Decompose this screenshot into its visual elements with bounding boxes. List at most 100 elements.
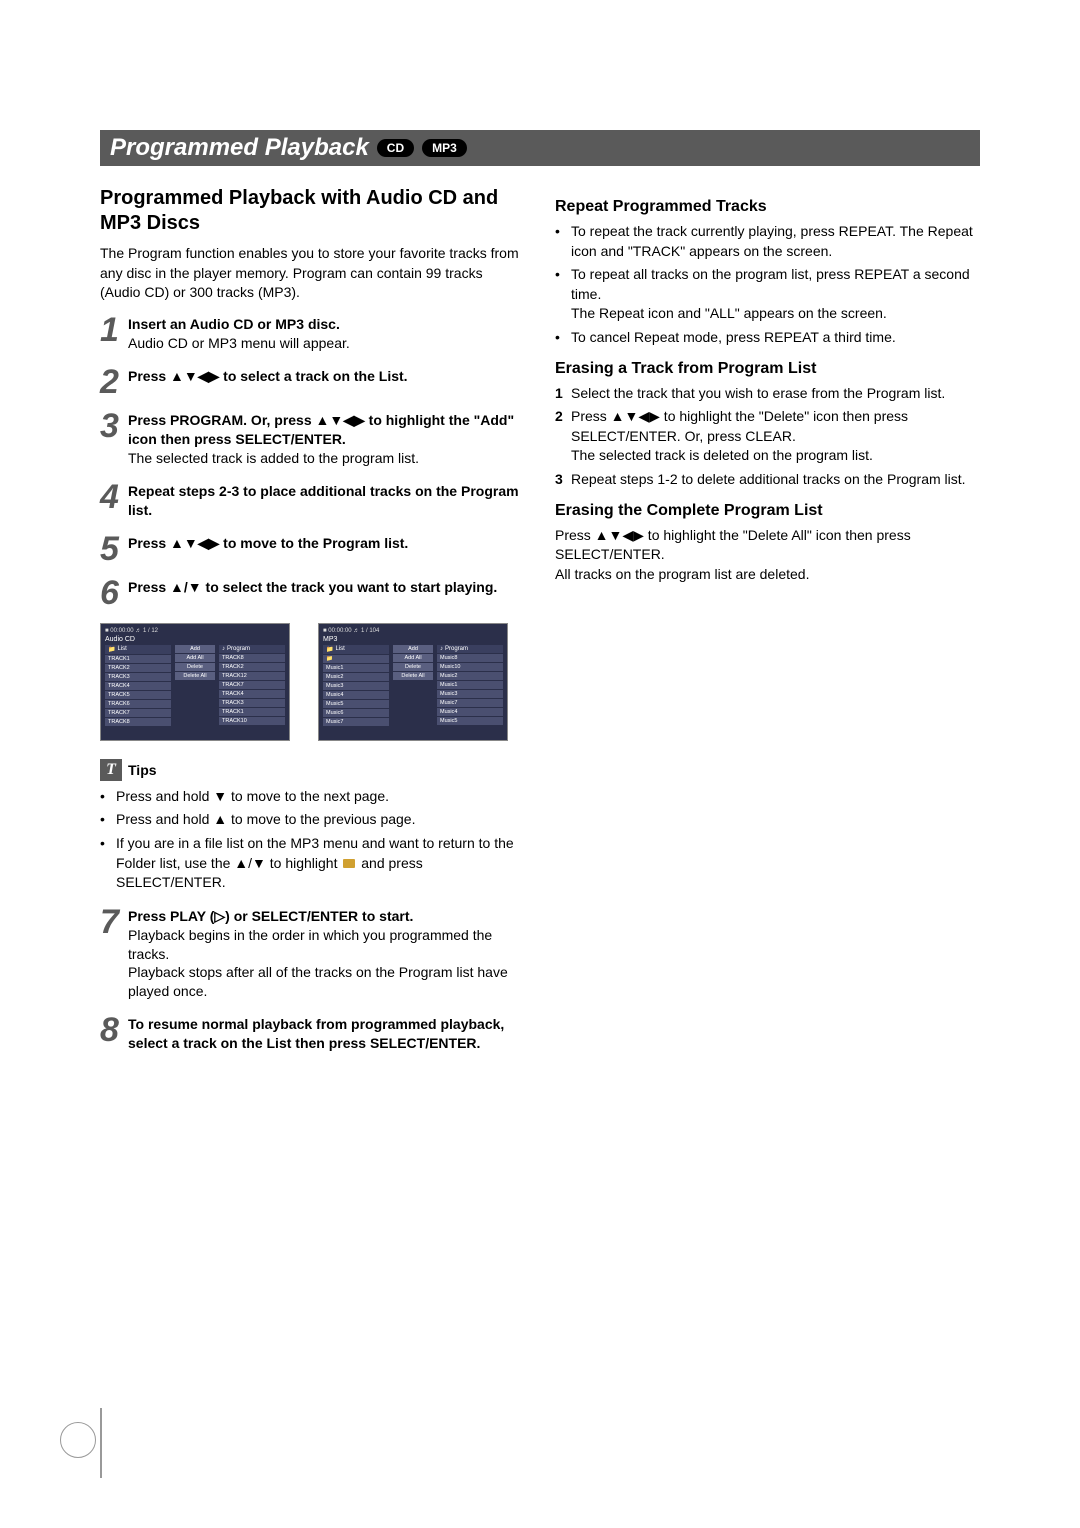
right-column: Repeat Programmed Tracks •To repeat the …: [555, 186, 980, 1067]
step-4: 4 Repeat steps 2-3 to place additional t…: [100, 482, 525, 520]
screen-row: Music4: [437, 708, 503, 716]
step-body: To resume normal playback from programme…: [128, 1015, 525, 1053]
screen-row: TRACK5: [105, 691, 171, 699]
tips-icon: T: [100, 759, 122, 781]
screen-row: TRACK12: [219, 672, 285, 680]
screen-row: TRACK7: [219, 681, 285, 689]
left-column: Programmed Playback with Audio CD and MP…: [100, 186, 525, 1067]
screen-row: TRACK7: [105, 709, 171, 717]
screen-row: TRACK8: [219, 654, 285, 662]
screen-row: Music1: [437, 681, 503, 689]
step-body: Press PROGRAM. Or, press ▲▼◀▶ to highlig…: [128, 411, 525, 468]
repeat-bullets: •To repeat the track currently playing, …: [555, 222, 980, 348]
header-title: Programmed Playback: [110, 134, 369, 162]
page-circle: [60, 1422, 96, 1458]
screen-row: TRACK3: [105, 673, 171, 681]
screen-mid-button: Add: [393, 645, 433, 653]
badge-cd: CD: [377, 139, 414, 157]
screen-mid-button: Add All: [175, 654, 215, 662]
step-body: Press ▲▼◀▶ to move to the Program list.: [128, 534, 525, 553]
screen-row: Music2: [437, 672, 503, 680]
tips-block: T Tips •Press and hold ▼ to move to the …: [100, 759, 525, 893]
screen-row: TRACK3: [219, 699, 285, 707]
screen-mid-button: Delete: [175, 663, 215, 671]
screen-row: Music8: [437, 654, 503, 662]
screen-row: Music6: [323, 709, 389, 717]
step-number: 2: [100, 367, 128, 398]
content-columns: Programmed Playback with Audio CD and MP…: [100, 186, 980, 1067]
tip-item: •Press and hold ▲ to move to the previou…: [100, 810, 525, 830]
screen-row: Music5: [437, 717, 503, 725]
step-number: 7: [100, 907, 128, 938]
left-intro: The Program function enables you to stor…: [100, 244, 525, 303]
screen-row: TRACK2: [219, 663, 285, 671]
screen-mid-button: Add All: [393, 654, 433, 662]
erase-step: 2Press ▲▼◀▶ to highlight the "Delete" ic…: [555, 407, 980, 466]
screen-row: TRACK4: [105, 682, 171, 690]
step-1: 1 Insert an Audio CD or MP3 disc.Audio C…: [100, 315, 525, 353]
step-number: 5: [100, 534, 128, 565]
step-body: Press ▲/▼ to select the track you want t…: [128, 578, 525, 597]
screen-row: Music2: [323, 673, 389, 681]
step-number: 3: [100, 411, 128, 442]
screen2-list: 📁List 📁Music1Music2Music3Music4Music5Mus…: [323, 645, 389, 731]
screen2-sub: MP3: [323, 636, 503, 643]
screen1-sub: Audio CD: [105, 636, 285, 643]
tip-item: •Press and hold ▼ to move to the next pa…: [100, 787, 525, 807]
repeat-bullet: •To cancel Repeat mode, press REPEAT a t…: [555, 328, 980, 348]
erase-all-body: Press ▲▼◀▶ to highlight the "Delete All"…: [555, 526, 980, 585]
repeat-bullet: •To repeat the track currently playing, …: [555, 222, 980, 261]
step-body: Repeat steps 2-3 to place additional tra…: [128, 482, 525, 520]
page-header: Programmed Playback CD MP3: [100, 130, 980, 166]
step-5: 5 Press ▲▼◀▶ to move to the Program list…: [100, 534, 525, 565]
screen-row: Music10: [437, 663, 503, 671]
erase-step: 1Select the track that you wish to erase…: [555, 384, 980, 404]
screen-row: Music3: [323, 682, 389, 690]
screen-diagrams: ■ 00:00:00 ♬ 1 / 12 Audio CD 📁List TRACK…: [100, 623, 525, 741]
step-body: Press ▲▼◀▶ to select a track on the List…: [128, 367, 525, 386]
badge-mp3: MP3: [422, 139, 467, 157]
step-number: 4: [100, 482, 128, 513]
step-7: 7 Press PLAY (▷) or SELECT/ENTER to star…: [100, 907, 525, 1001]
tips-list: •Press and hold ▼ to move to the next pa…: [100, 787, 525, 893]
screen-row: Music1: [323, 664, 389, 672]
screen2-program: ♪Program Music8Music10Music2Music1Music3…: [437, 645, 503, 731]
erase-step: 3Repeat steps 1-2 to delete additional t…: [555, 470, 980, 490]
screen-row: TRACK4: [219, 690, 285, 698]
screen-row: Music5: [323, 700, 389, 708]
repeat-bullet: •To repeat all tracks on the program lis…: [555, 265, 980, 324]
left-title: Programmed Playback with Audio CD and MP…: [100, 186, 525, 236]
screen-row: TRACK1: [219, 708, 285, 716]
step-body: Press PLAY (▷) or SELECT/ENTER to start.…: [128, 907, 525, 1001]
screen-mid-button: Add: [175, 645, 215, 653]
screen-row: TRACK1: [105, 655, 171, 663]
screen-row: Music7: [437, 699, 503, 707]
screen-audio-cd: ■ 00:00:00 ♬ 1 / 12 Audio CD 📁List TRACK…: [100, 623, 290, 741]
screen-mid-button: Delete All: [175, 672, 215, 680]
erase-track-title: Erasing a Track from Program List: [555, 360, 980, 378]
screen-row: TRACK6: [105, 700, 171, 708]
screen-row: Music4: [323, 691, 389, 699]
screen-mid-button: Delete: [393, 663, 433, 671]
screen-row: Music7: [323, 718, 389, 726]
screen-row: 📁: [323, 655, 389, 663]
screen1-list: 📁List TRACK1TRACK2TRACK3TRACK4TRACK5TRAC…: [105, 645, 171, 731]
step-body: Insert an Audio CD or MP3 disc.Audio CD …: [128, 315, 525, 353]
screen2-top: ■ 00:00:00 ♬ 1 / 104: [323, 628, 503, 634]
screen1-top: ■ 00:00:00 ♬ 1 / 12: [105, 628, 285, 634]
step-number: 8: [100, 1015, 128, 1046]
tip-item: •If you are in a file list on the MP3 me…: [100, 834, 525, 893]
step-number: 6: [100, 578, 128, 609]
tips-label: Tips: [128, 762, 157, 778]
screen-mid-button: Delete All: [393, 672, 433, 680]
step-number: 1: [100, 315, 128, 346]
erase-track-steps: 1Select the track that you wish to erase…: [555, 384, 980, 490]
screen-row: TRACK8: [105, 718, 171, 726]
screen1-program: ♪Program TRACK8TRACK2TRACK12TRACK7TRACK4…: [219, 645, 285, 731]
screen-row: TRACK2: [105, 664, 171, 672]
step-3: 3 Press PROGRAM. Or, press ▲▼◀▶ to highl…: [100, 411, 525, 468]
page-bar: [100, 1408, 102, 1478]
screen-row: TRACK10: [219, 717, 285, 725]
step-6: 6 Press ▲/▼ to select the track you want…: [100, 578, 525, 609]
screen2-mid-buttons: AddAdd AllDeleteDelete All: [393, 645, 433, 731]
